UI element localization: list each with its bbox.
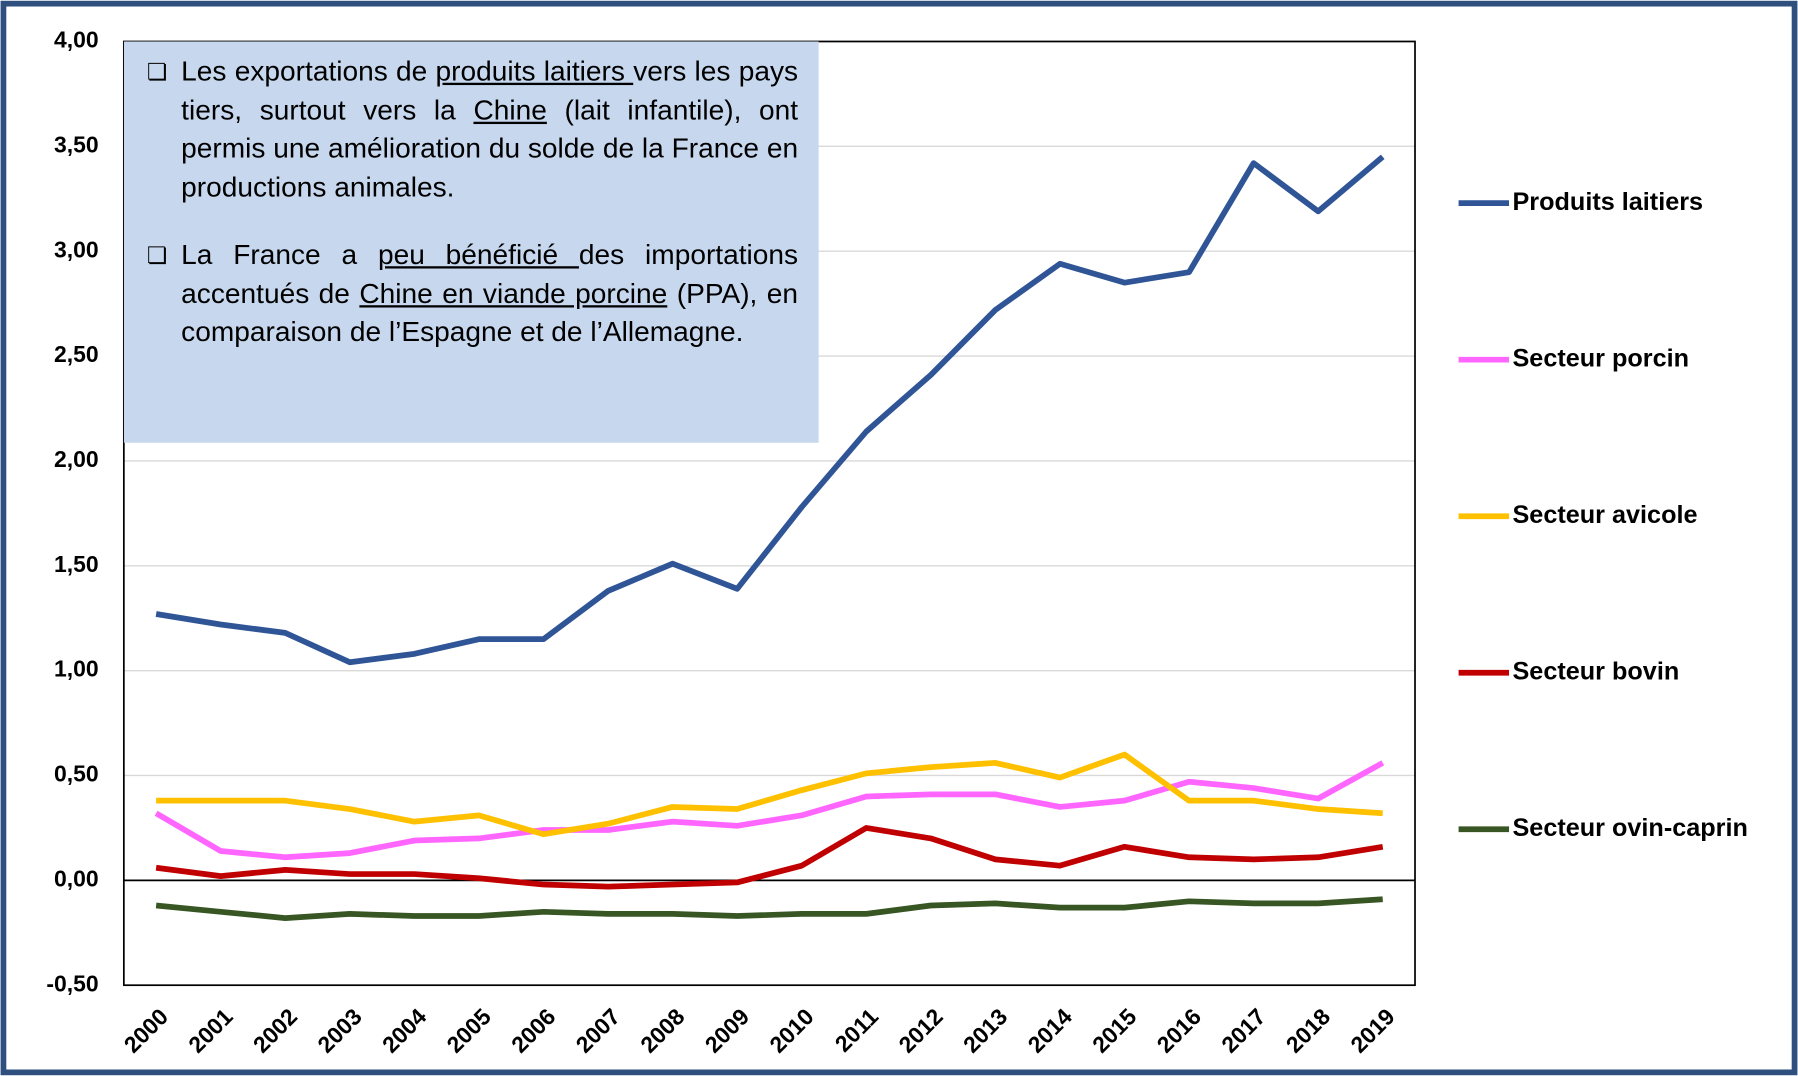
legend-label: Secteur porcin bbox=[1512, 344, 1689, 372]
legend-label: Secteur bovin bbox=[1512, 657, 1679, 685]
legend-label: Produits laitiers bbox=[1512, 188, 1703, 216]
series-line bbox=[155, 154, 1385, 666]
y-tick-label: 3,00 bbox=[54, 236, 99, 262]
y-tick-label: 0,50 bbox=[54, 761, 99, 787]
note-box: Les exportations de produits laitiers ve… bbox=[124, 41, 819, 442]
note-text: Chine bbox=[473, 94, 547, 126]
y-tick-label: 1,50 bbox=[54, 551, 99, 577]
series-line bbox=[156, 751, 1383, 838]
y-tick-label: 3,50 bbox=[54, 131, 99, 157]
note-text: peu bénéficié bbox=[377, 239, 579, 271]
series-line bbox=[155, 896, 1383, 921]
note-paragraph: La France a peu bénéficié des importatio… bbox=[147, 236, 798, 351]
series-line bbox=[155, 825, 1384, 890]
y-tick-label: 0,00 bbox=[54, 865, 99, 891]
note-text: vers les pays tiers, surtout vers la bbox=[181, 56, 799, 126]
plot-area bbox=[122, 40, 1416, 987]
y-tick-label: 2,00 bbox=[54, 446, 99, 472]
y-tick-label: -0,50 bbox=[46, 970, 98, 996]
legend-label: Secteur avicole bbox=[1512, 501, 1697, 529]
note-text: Chine en viande porcine bbox=[359, 278, 668, 310]
legend-label: Secteur ovin-caprin bbox=[1512, 814, 1747, 842]
note-text: (lait infantile), ont permis une amélior… bbox=[181, 94, 799, 203]
note-text: La France a bbox=[181, 239, 378, 271]
note-text: des importations accentués de bbox=[181, 239, 799, 310]
note: Les exportations de produits laitiers ve… bbox=[123, 41, 819, 443]
note-text: produits laitiers bbox=[435, 56, 634, 88]
y-tick-label: 2,50 bbox=[54, 341, 99, 367]
note-text: (PPA), en comparaison de l’Espagne et de… bbox=[181, 278, 799, 348]
y-tick-label: 4,00 bbox=[54, 27, 99, 53]
y-tick-label: 1,00 bbox=[54, 656, 99, 682]
note-text: Les exportations de bbox=[181, 56, 436, 88]
series-line bbox=[154, 760, 1385, 861]
note-paragraph: Les exportations de produits laitiers ve… bbox=[147, 53, 798, 207]
